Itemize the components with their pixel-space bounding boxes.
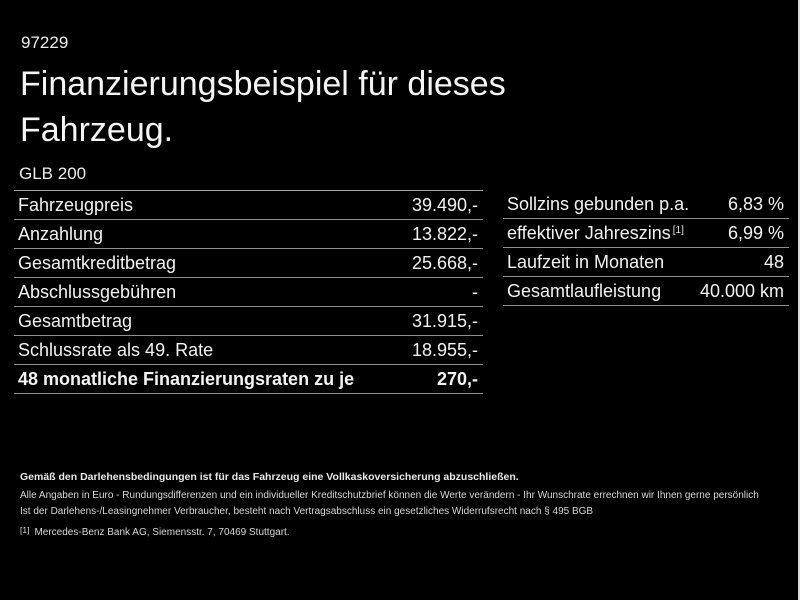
table-row-fahrzeugpreis: Fahrzeugpreis 39.490,- — [14, 191, 483, 220]
row-value: 25.668,- — [411, 252, 478, 273]
finance-table: Fahrzeugpreis 39.490,- Anzahlung 13.822,… — [14, 190, 483, 394]
row-label: Gesamtlaufleistung — [507, 280, 662, 301]
table-row-anzahlung: Anzahlung 13.822,- — [14, 220, 483, 249]
row-label: Gesamtkreditbetrag — [18, 252, 177, 273]
row-value: 39.490,- — [411, 194, 478, 215]
row-label: 48 monatliche Finanzierungsraten zu je — [18, 368, 355, 389]
page-title: Finanzierungsbeispiel für dieses Fahrzeu… — [20, 65, 506, 149]
footnote-ref: [1] — [672, 224, 684, 236]
table-row-schlussrate: Schlussrate als 49. Rate 18.955,- — [14, 336, 483, 365]
model-name: GLB 200 — [19, 164, 87, 183]
footer-note-line-1: Alle Angaben in Euro - Rundungsdifferenz… — [20, 490, 759, 501]
row-value: 270,- — [436, 368, 478, 389]
row-label: Gesamtbetrag — [18, 310, 133, 331]
table-row-gesamtkreditbetrag: Gesamtkreditbetrag 25.668,- — [14, 249, 483, 278]
footer-footnote: [1] Mercedes-Benz Bank AG, Siemensstr. 7,… — [20, 524, 290, 539]
row-value: 6,99 % — [727, 222, 784, 243]
table-row-laufzeit: Laufzeit in Monaten 48 — [503, 248, 789, 277]
row-value: 13.822,- — [411, 223, 478, 244]
row-label: Fahrzeugpreis — [18, 194, 134, 215]
footnote-marker: [1] — [20, 525, 30, 535]
table-row-abschlussgebuehren: Abschlussgebühren - — [14, 278, 483, 307]
row-label: Anzahlung — [18, 223, 104, 244]
row-value: 40.000 km — [699, 280, 784, 301]
row-label: Laufzeit in Monaten — [507, 251, 665, 272]
row-label: Sollzins gebunden p.a. — [507, 193, 690, 214]
vehicle-code: 97229 — [21, 33, 69, 52]
table-row-sollzins: Sollzins gebunden p.a. 6,83 % — [503, 190, 789, 219]
row-label: Abschlussgebühren — [18, 281, 177, 302]
row-value: - — [472, 281, 478, 302]
row-label-text: effektiver Jahreszins — [507, 222, 671, 243]
conditions-table: Sollzins gebunden p.a. 6,83 % effektiver… — [503, 190, 789, 306]
row-label: Schlussrate als 49. Rate — [18, 339, 214, 360]
table-row-effektiver-jahreszins: effektiver Jahreszins [1] 6,99 % — [503, 219, 789, 248]
table-row-gesamtlaufleistung: Gesamtlaufleistung 40.000 km — [503, 277, 789, 306]
table-row-monatsrate: 48 monatliche Finanzierungsraten zu je 2… — [14, 365, 483, 394]
row-value: 31.915,- — [411, 310, 478, 331]
row-value: 6,83 % — [727, 193, 784, 214]
table-row-gesamtbetrag: Gesamtbetrag 31.915,- — [14, 307, 483, 336]
row-label: effektiver Jahreszins [1] — [507, 223, 684, 244]
footer-insurance-note: Gemäß den Darlehensbedingungen ist für d… — [20, 471, 519, 483]
right-edge-strip — [798, 0, 800, 600]
row-value: 48 — [763, 251, 784, 272]
footnote-text: Mercedes-Benz Bank AG, Siemensstr. 7, 70… — [34, 527, 290, 538]
row-value: 18.955,- — [411, 339, 478, 360]
footer-note-line-2: Ist der Darlehens-/Leasingnehmer Verbrau… — [20, 506, 594, 517]
